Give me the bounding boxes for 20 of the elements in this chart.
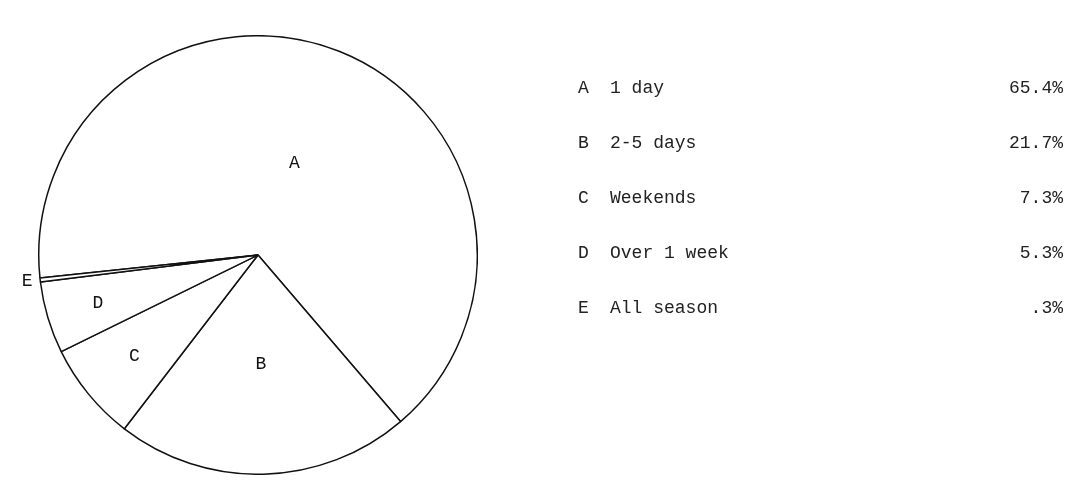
text: 21.7%: [1008, 132, 1063, 153]
text: 65.4%: [1008, 77, 1063, 98]
text: All season: [610, 297, 720, 318]
text: 1 day: [610, 77, 665, 98]
slice-label: D: [92, 292, 104, 313]
slice-label: B: [255, 354, 267, 375]
text: Over 1 week: [610, 242, 730, 263]
slice-label: C: [129, 345, 141, 366]
category-label: D: [578, 242, 589, 263]
text: Weekends: [610, 187, 698, 208]
category-label: E: [578, 297, 589, 318]
text: 2-5 days: [610, 132, 698, 153]
text: 5.3%: [1019, 242, 1063, 263]
slice-label: A: [578, 77, 590, 98]
text: .3%: [1030, 297, 1063, 318]
text: 7.3%: [1019, 187, 1063, 208]
slice-label: A: [289, 153, 301, 174]
slice-label: E: [21, 271, 33, 292]
category-label: C: [578, 187, 589, 208]
category-label: B: [578, 132, 589, 153]
